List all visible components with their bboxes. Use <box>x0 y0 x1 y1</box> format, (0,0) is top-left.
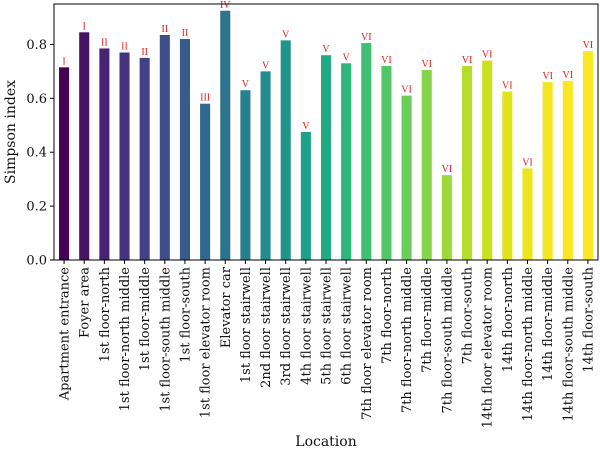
bar-label: II <box>182 28 189 39</box>
y-tick-label: 0.8 <box>26 38 47 53</box>
x-tick-label: Elevator car <box>219 266 234 348</box>
bar-label: V <box>242 79 250 90</box>
bar-label: II <box>101 37 108 48</box>
x-tick-label: 3rd floor stairwell <box>279 267 294 386</box>
bar <box>562 80 573 260</box>
bar <box>320 55 332 261</box>
x-tick-label: 7th floor elevator room <box>360 267 375 420</box>
x-tick-label: 2nd floor stairwell <box>259 267 274 388</box>
bar <box>522 168 533 260</box>
bar-label: VI <box>421 59 432 70</box>
bar <box>542 82 553 260</box>
bar <box>421 70 432 260</box>
x-tick-label: 7th floor-middle <box>420 267 435 373</box>
bar-label: II <box>161 24 168 35</box>
y-tick-label: 0.4 <box>26 146 47 161</box>
bar <box>79 32 90 260</box>
bar <box>179 39 190 260</box>
bars-group <box>59 10 593 261</box>
x-tick-label: 5th floor stairwell <box>320 267 335 385</box>
bar <box>381 65 392 261</box>
bar-label: VI <box>401 85 412 96</box>
bar <box>280 40 291 260</box>
bar <box>502 91 513 260</box>
bar-label: V <box>343 52 351 63</box>
bar-label: VI <box>361 32 372 43</box>
y-tick-label: 0.2 <box>26 200 47 215</box>
bar <box>482 60 493 260</box>
bar-label: II <box>141 47 148 58</box>
y-axis-title: Simpson index <box>3 80 19 184</box>
bar-label: V <box>322 44 330 55</box>
bar-label: II <box>121 42 128 53</box>
bar <box>220 10 231 260</box>
bar <box>200 103 211 260</box>
bar-label: IV <box>220 0 231 11</box>
bar <box>361 43 372 260</box>
bar-label: V <box>302 121 310 132</box>
x-axis: Apartment entrance Foyer area 1st floor-no… <box>58 260 596 428</box>
x-tick-label: 1st floor-north <box>98 266 113 362</box>
bar-label: VI <box>442 164 453 175</box>
bar <box>401 95 412 260</box>
x-tick-label: 7th floor-south middle <box>440 267 455 414</box>
x-tick-label: 4th floor stairwell <box>299 267 314 385</box>
x-axis-title: Location <box>295 434 356 450</box>
bar <box>59 67 70 260</box>
bar <box>582 51 593 260</box>
x-tick-label: 14th floor-north middle <box>521 267 536 422</box>
plot-frame <box>53 3 599 261</box>
bar-label: VI <box>381 55 392 66</box>
bar <box>99 48 110 260</box>
x-tick-label: 6th floor stairwell <box>340 267 355 385</box>
bar-label: VI <box>502 81 513 92</box>
bar-label: V <box>262 60 270 71</box>
x-tick-label: 1st floor-south middle <box>158 267 173 412</box>
x-tick-label: 14th floor-north <box>501 266 516 372</box>
bar-label: VI <box>542 71 553 82</box>
bar <box>240 90 251 260</box>
x-tick-label: Apartment entrance <box>58 267 73 402</box>
x-tick-label: 1st floor-middle <box>138 267 153 372</box>
bar-label: V <box>282 29 290 40</box>
x-tick-label: 14th floor-south middle <box>561 267 576 422</box>
bar-label: I <box>83 21 86 32</box>
bar-label: VI <box>462 55 473 66</box>
y-tick-label: 0.6 <box>26 92 47 107</box>
x-tick-label: 1st floor-south <box>178 266 193 362</box>
x-tick-label: 1st floor elevator room <box>199 267 214 418</box>
x-tick-label: 7th floor-north <box>380 266 395 364</box>
bar <box>341 63 352 260</box>
bar <box>139 57 150 260</box>
bar-label: VI <box>562 70 573 81</box>
x-tick-label: 7th floor-north middle <box>400 267 415 413</box>
bar-label: III <box>200 93 210 104</box>
bar <box>159 34 170 261</box>
bar-label: I <box>62 56 65 67</box>
bar <box>441 175 452 260</box>
bar-label: VI <box>522 157 533 168</box>
x-tick-label: 14th floor-middle <box>541 267 556 381</box>
bar <box>300 132 311 260</box>
y-axis: 0.0 0.2 0.4 0.6 0.8 <box>26 38 54 269</box>
x-tick-label: 14th floor elevator room <box>481 267 496 428</box>
x-tick-label: 14th floor-south <box>581 266 596 372</box>
x-tick-label: 1st floor stairwell <box>239 267 254 383</box>
bar <box>260 71 271 260</box>
bar-label: VI <box>583 40 594 51</box>
x-tick-label: Foyer area <box>78 267 93 338</box>
bar-label: VI <box>482 50 493 61</box>
y-tick-label: 0.0 <box>26 254 47 269</box>
bar <box>119 52 130 260</box>
bar <box>462 65 473 261</box>
x-tick-label: 7th floor-south <box>461 266 476 364</box>
x-tick-label: 1st floor-north middle <box>118 267 133 412</box>
